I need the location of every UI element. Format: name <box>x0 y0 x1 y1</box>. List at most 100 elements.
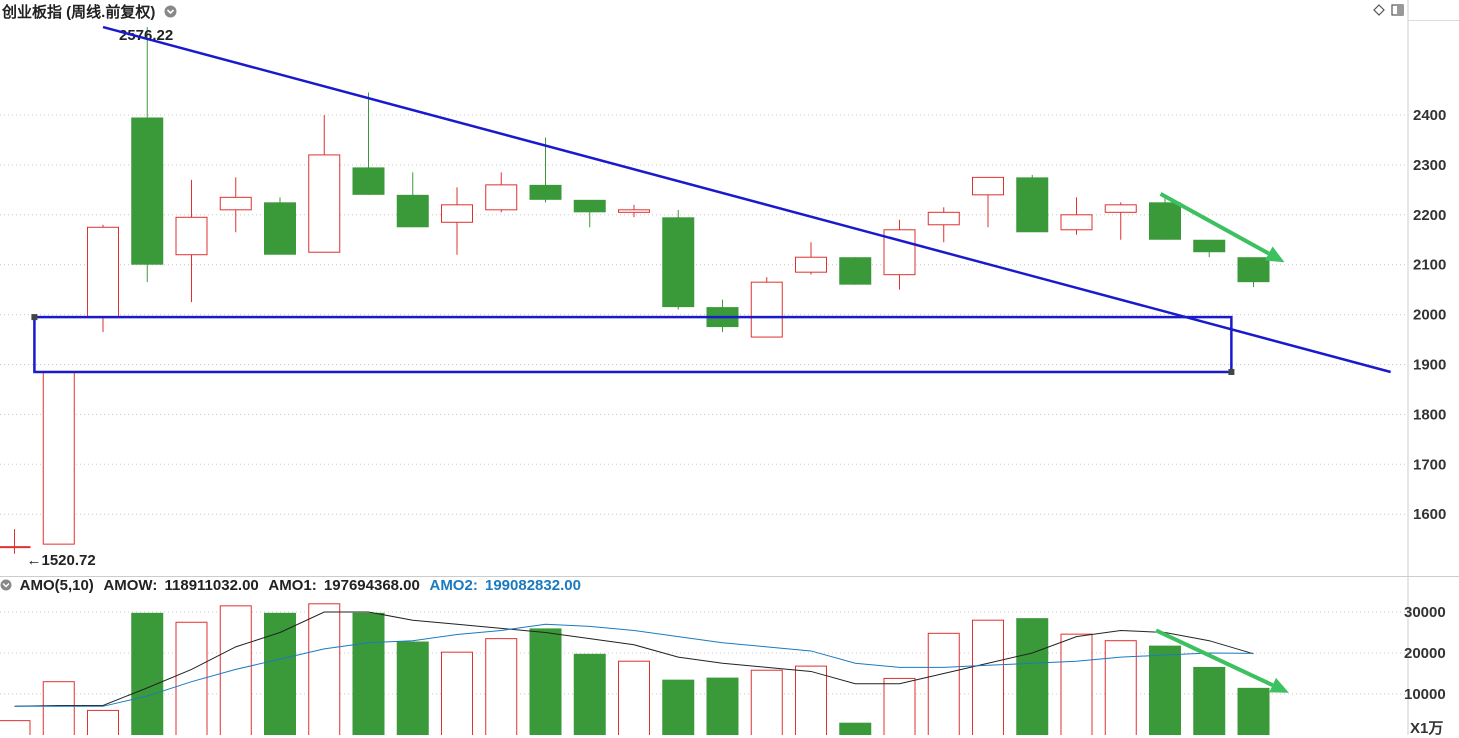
box-handle[interactable] <box>31 314 38 321</box>
candle <box>1237 257 1270 288</box>
arrow-head[interactable] <box>1269 677 1289 693</box>
candle <box>883 219 916 290</box>
candle <box>219 177 252 233</box>
price-panel: 2576.22 ←1520.72 <box>0 27 1270 569</box>
price-tick-label: 1800 <box>1413 406 1446 423</box>
candle <box>264 197 296 255</box>
price-tick-label: 1900 <box>1413 357 1446 374</box>
candle <box>972 176 1004 228</box>
candle <box>352 92 385 195</box>
candle-body <box>927 211 960 226</box>
candle-body <box>219 196 252 211</box>
volume-bar <box>219 605 252 735</box>
candle <box>0 529 31 554</box>
volume-bar <box>1060 633 1093 735</box>
volume-bar <box>131 612 164 735</box>
volume-bar <box>927 632 960 735</box>
amow-value: 118911032.00 <box>164 577 259 594</box>
box-handle[interactable] <box>1228 368 1235 375</box>
candle-body <box>42 370 75 545</box>
arrow-shaft[interactable] <box>1159 192 1270 256</box>
volume-bar <box>264 612 296 735</box>
volume-tick-label: 10000 <box>1404 686 1446 703</box>
volume-bar <box>1104 640 1137 735</box>
candle-body <box>662 217 695 308</box>
candle-body <box>1104 204 1137 213</box>
drawing-overlay[interactable] <box>31 25 1391 693</box>
amo1-label: AMO1: <box>268 577 317 594</box>
candle-body <box>1237 257 1270 283</box>
volume-bar <box>662 679 695 735</box>
candle <box>1016 174 1049 233</box>
volume-bar <box>1193 666 1226 735</box>
volume-bar <box>42 681 75 735</box>
price-tick-label: 2200 <box>1413 207 1446 224</box>
volume-panel <box>0 603 1270 735</box>
candle <box>839 257 872 285</box>
price-tick-label: 2000 <box>1413 307 1446 324</box>
candle-body <box>441 204 473 223</box>
candle-body <box>750 281 783 338</box>
price-tick-label: 2300 <box>1413 157 1446 174</box>
amo-indicator-header: AMO(5,10) AMOW: 118911032.00 AMO1: 19769… <box>0 577 587 594</box>
volume-bar <box>573 653 606 735</box>
amo-name: AMO(5,10) <box>19 577 94 594</box>
candle <box>131 27 164 283</box>
candle <box>87 224 119 333</box>
price-tick-label: 2100 <box>1413 257 1446 274</box>
volume-bar <box>529 628 562 735</box>
window-icon[interactable] <box>1391 4 1404 16</box>
amo2-label: AMO2: <box>429 577 478 594</box>
candle <box>618 204 650 218</box>
volume-bar <box>396 641 429 735</box>
candle <box>396 172 429 228</box>
price-annotation: ←1520.72 <box>27 552 96 569</box>
volume-bar <box>706 677 739 735</box>
candle <box>1149 197 1181 240</box>
volume-arrow[interactable] <box>1155 628 1289 693</box>
candle <box>927 207 960 243</box>
chevron-down-icon[interactable] <box>164 5 177 18</box>
candle <box>750 277 783 338</box>
volume-bar <box>618 660 650 735</box>
amo2-line <box>14 623 1254 707</box>
volume-tick-label: 30000 <box>1404 604 1446 621</box>
candle-body <box>87 226 119 318</box>
volume-bar <box>839 722 872 735</box>
volume-tick-label: 20000 <box>1404 645 1446 662</box>
chart-title: 创业板指 (周线.前复权) <box>2 1 177 22</box>
diamond-icon[interactable] <box>1373 4 1385 16</box>
candle <box>175 179 208 303</box>
arrow-head[interactable] <box>1264 246 1285 263</box>
candle-body <box>264 202 296 255</box>
candle-body <box>1149 202 1181 240</box>
candle-body <box>795 256 827 273</box>
volume-bar <box>1016 618 1049 735</box>
chevron-down-icon[interactable] <box>0 579 12 591</box>
price-annotation: 2576.22 <box>119 27 173 44</box>
price-arrow[interactable] <box>1159 192 1285 263</box>
arrow-shaft[interactable] <box>1155 628 1274 687</box>
candle-body <box>573 199 606 213</box>
amo2-value: 199082832.00 <box>485 577 581 594</box>
candle <box>1193 239 1226 258</box>
price-tick-label: 1600 <box>1413 506 1446 523</box>
volume-bar <box>883 677 916 735</box>
candle <box>529 137 562 203</box>
volume-bar <box>1149 645 1181 735</box>
candle-body <box>485 184 518 211</box>
price-axis: 1600 1700 1800 1900 2000 2100 2200 2300 2400 1000… <box>1404 107 1446 703</box>
candle <box>308 115 341 253</box>
candle-body <box>529 184 562 200</box>
candle-body <box>618 209 650 213</box>
trend-line[interactable] <box>102 25 1391 374</box>
support-box[interactable] <box>33 315 1233 374</box>
candle-body <box>308 154 341 253</box>
candle-body <box>839 257 872 285</box>
volume-bar <box>308 603 341 735</box>
candle <box>42 370 75 545</box>
candle <box>795 242 827 275</box>
candle-body <box>396 194 429 228</box>
